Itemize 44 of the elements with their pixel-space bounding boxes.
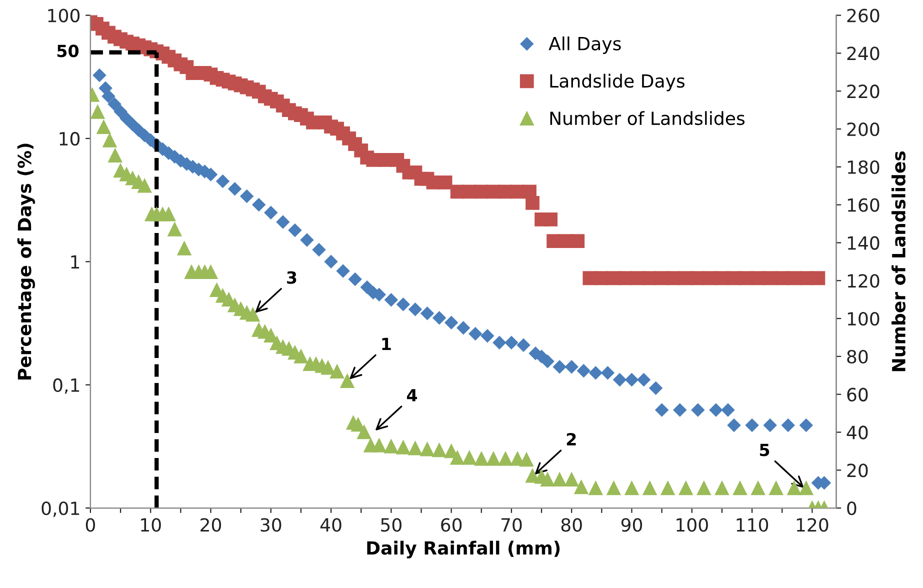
x-tick-label: 50 bbox=[381, 518, 402, 532]
x-tick-label: 80 bbox=[561, 518, 582, 532]
y-tick-label: 0,01 bbox=[42, 501, 80, 517]
y2-axis-title: Number of Landslides bbox=[892, 151, 906, 372]
annotation: 2 bbox=[566, 432, 576, 446]
y2-tick-label: 80 bbox=[847, 350, 868, 364]
y-axis-title: Percentage of Days (%) bbox=[17, 144, 35, 380]
y2-tick-label: 40 bbox=[846, 426, 868, 440]
x-tick-label: 110 bbox=[736, 518, 768, 532]
x-tick-label: 0 bbox=[86, 518, 95, 532]
x-tick-label: 40 bbox=[320, 518, 342, 532]
y-tick-label: 1 bbox=[71, 255, 80, 269]
y-tick-label: 100 bbox=[48, 8, 80, 22]
y2-tick-label: 200 bbox=[847, 122, 880, 136]
legend-label: Landslide Days bbox=[550, 74, 685, 92]
y-tick-label: 0,1 bbox=[53, 378, 80, 394]
y2-tick-label: 140 bbox=[848, 236, 880, 250]
y2-tick-label: 180 bbox=[848, 160, 880, 174]
ref-line-label: 50 bbox=[57, 44, 79, 58]
annotation: 4 bbox=[406, 389, 418, 402]
y2-tick-label: 120 bbox=[848, 274, 880, 288]
y2-tick-label: 0 bbox=[847, 501, 856, 516]
x-axis-title: Daily Rainfall (mm) bbox=[367, 540, 560, 558]
y2-tick-label: 240 bbox=[847, 46, 880, 60]
legend-label: Number of Landslides bbox=[550, 111, 745, 126]
x-tick-label: 100 bbox=[676, 518, 708, 532]
y2-tick-label: 260 bbox=[847, 8, 880, 22]
x-tick-label: 90 bbox=[621, 518, 642, 532]
y2-tick-label: 60 bbox=[847, 388, 868, 402]
y2-tick-label: 160 bbox=[848, 198, 880, 212]
y2-tick-label: 220 bbox=[847, 84, 880, 98]
x-tick-label: 70 bbox=[501, 518, 522, 532]
annotation: 3 bbox=[287, 271, 296, 284]
x-tick-label: 30 bbox=[260, 518, 282, 532]
x-tick-label: 120 bbox=[796, 518, 828, 532]
x-tick-label: 60 bbox=[441, 518, 462, 532]
y-tick-label: 10 bbox=[60, 132, 80, 146]
x-tick-label: 20 bbox=[200, 518, 222, 532]
annotation: 1 bbox=[382, 338, 391, 350]
legend-label: All Days bbox=[548, 36, 621, 54]
y2-tick-label: 20 bbox=[847, 464, 868, 478]
y2-tick-label: 100 bbox=[848, 312, 880, 326]
annotation: 5 bbox=[760, 444, 770, 456]
x-tick-label: 10 bbox=[141, 518, 161, 532]
